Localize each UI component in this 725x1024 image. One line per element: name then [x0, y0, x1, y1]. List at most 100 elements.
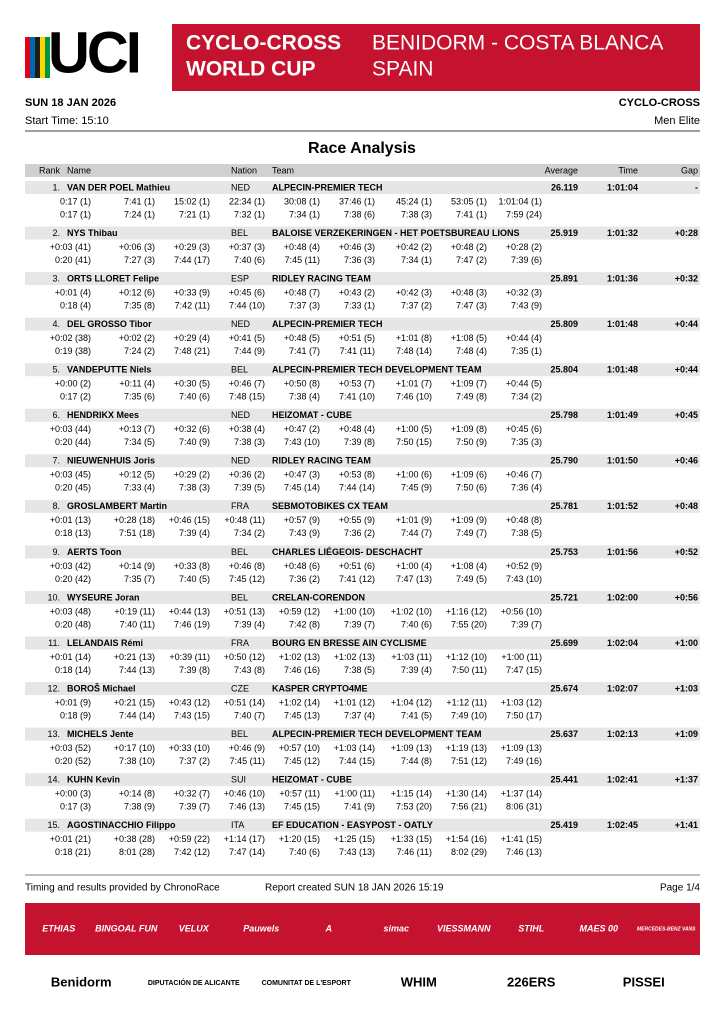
average: 25.804	[550, 365, 578, 375]
lap-time: 7:40 (9)	[179, 437, 210, 447]
lap-time: 7:39 (4)	[401, 665, 432, 675]
time: 1:02:04	[607, 638, 638, 648]
lap-gap: +0:00 (3)	[55, 789, 91, 799]
lap-time: 7:43 (10)	[506, 574, 542, 584]
time: 1:02:00	[607, 592, 638, 602]
lap-time: 7:44 (17)	[174, 255, 210, 265]
lap-gap: +0:41 (5)	[229, 333, 265, 343]
lap-time: 7:46 (10)	[396, 392, 432, 402]
lap-time: 7:42 (11)	[175, 300, 210, 310]
lap-time: 7:38 (5)	[344, 665, 375, 675]
lap-gap: +0:46 (7)	[229, 379, 265, 389]
lap-gap: +0:01 (4)	[55, 287, 91, 297]
lap-time: 7:49 (5)	[456, 574, 487, 584]
lap-time: 7:44 (8)	[401, 756, 432, 766]
lap-time: 7:36 (4)	[511, 483, 542, 493]
lap-time: 7:45 (14)	[284, 483, 320, 493]
lap-gap: +0:48 (3)	[451, 287, 487, 297]
rider-name: VAN DER POEL Mathieu	[67, 182, 170, 192]
lap-gap: +0:44 (4)	[506, 333, 542, 343]
lap-gap: +0:46 (8)	[229, 561, 265, 571]
lap-time: 7:35 (3)	[511, 437, 542, 447]
lap-gap: +0:17 (10)	[114, 743, 155, 753]
lap-gap: +0:33 (10)	[169, 743, 210, 753]
lap-time: 7:39 (4)	[179, 528, 210, 538]
lap-gap: +0:48 (6)	[284, 561, 320, 571]
lap-gap: +0:45 (6)	[229, 287, 265, 297]
lap-time: 7:38 (6)	[344, 209, 375, 219]
lap-gap: +1:01 (9)	[396, 515, 432, 525]
rank: 3.	[52, 273, 60, 283]
rider-name: ORTS LLORET Felipe	[67, 273, 159, 283]
lap-time: 7:47 (2)	[456, 255, 487, 265]
lap-time: 7:50 (6)	[456, 483, 487, 493]
lap-gap: +1:09 (7)	[451, 379, 487, 389]
sponsor-logo: Pauwels	[243, 923, 279, 933]
lap-time: 7:44 (15)	[339, 756, 375, 766]
lap-time: 7:40 (7)	[234, 710, 265, 720]
lap-gap: +0:28 (18)	[114, 515, 155, 525]
lap-gap: +1:20 (15)	[279, 834, 320, 844]
lap-time: 7:48 (14)	[396, 346, 432, 356]
lap-gap: +1:09 (8)	[451, 424, 487, 434]
footer-created: Report created SUN 18 JAN 2026 15:19	[265, 883, 444, 894]
lap-gap: +0:46 (10)	[224, 789, 265, 799]
nation: ITA	[231, 820, 244, 830]
rider-row	[25, 317, 700, 331]
lap-time: 7:36 (2)	[344, 528, 375, 538]
lap-time: 7:43 (13)	[339, 847, 375, 857]
lap-gap: +1:12 (11)	[446, 697, 487, 707]
lap-gap: +0:21 (15)	[114, 697, 155, 707]
lap-gap: +1:03 (12)	[501, 697, 542, 707]
lap-gap: +0:03 (48)	[50, 606, 91, 616]
lap-time: 7:51 (12)	[451, 756, 487, 766]
rank: 8.	[52, 501, 60, 511]
lap-gap: +0:02 (2)	[119, 333, 155, 343]
lap-time: 7:45 (9)	[401, 483, 432, 493]
gap: +0:45	[675, 410, 698, 420]
time: 1:01:04	[607, 182, 638, 192]
lap-gap: +0:28 (2)	[506, 242, 542, 252]
partner-logo: PISSEI	[623, 974, 665, 989]
lap-gap: +0:01 (13)	[50, 515, 91, 525]
lap-time: 7:32 (1)	[234, 209, 265, 219]
lap-time: 8:01 (28)	[119, 847, 155, 857]
lap-gap: +0:42 (2)	[396, 242, 432, 252]
lap-time: 7:35 (7)	[124, 574, 155, 584]
average: 25.699	[550, 638, 578, 648]
lap-gap: +1:25 (15)	[334, 834, 375, 844]
team: CHARLES LIÉGEOIS- DESCHACHT	[272, 547, 423, 557]
lap-time: 7:38 (3)	[401, 209, 432, 219]
column-header: Team	[272, 165, 294, 175]
lap-gap: +1:41 (15)	[501, 834, 542, 844]
gap: +0:44	[675, 365, 698, 375]
lap-time: 7:35 (6)	[124, 392, 155, 402]
column-header: Gap	[681, 165, 698, 175]
lap-gap: +0:30 (5)	[174, 379, 210, 389]
lap-time: 7:38 (3)	[179, 483, 210, 493]
lap-gap: +1:00 (11)	[334, 789, 375, 799]
lap-time: 7:27 (3)	[124, 255, 155, 265]
gap: +0:32	[675, 273, 698, 283]
gap: +1:41	[675, 820, 698, 830]
lap-time: 0:18 (9)	[60, 710, 91, 720]
time: 1:01:36	[607, 273, 638, 283]
lap-gap: +1:33 (15)	[391, 834, 432, 844]
lap-time: 7:34 (5)	[124, 437, 155, 447]
lap-gap: +0:39 (11)	[169, 652, 210, 662]
lap-time: 0:18 (13)	[55, 528, 91, 538]
nation: NED	[231, 319, 251, 329]
rank: 15.	[47, 820, 60, 830]
lap-gap: +0:48 (8)	[506, 515, 542, 525]
rider-name: KUHN Kevin	[67, 775, 120, 785]
sponsor-logo: MERCEDES-BENZ VANS	[637, 926, 696, 932]
table-header	[25, 164, 700, 177]
lap-gap: +0:03 (44)	[50, 424, 91, 434]
lap-gap: +1:08 (5)	[451, 333, 487, 343]
lap-time: 0:20 (45)	[55, 483, 91, 493]
lap-gap: +1:03 (11)	[391, 652, 432, 662]
lap-gap: +0:33 (9)	[174, 287, 210, 297]
lap-gap: 1:01:04 (1)	[498, 196, 542, 206]
lap-gap: +0:51 (5)	[339, 333, 375, 343]
